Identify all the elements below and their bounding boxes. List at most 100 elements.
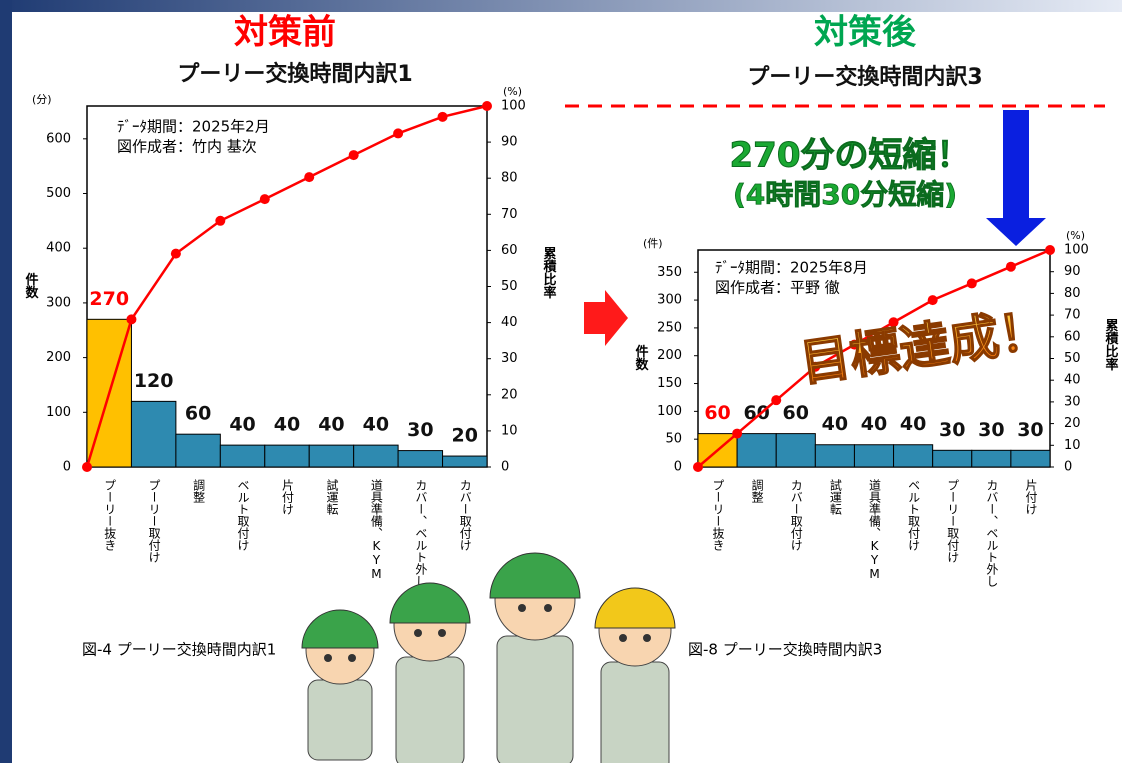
category-label: カバー取付け <box>458 479 472 551</box>
cumulative-point <box>888 317 899 328</box>
category-label: 調整 <box>192 479 206 503</box>
cumulative-point <box>732 428 743 439</box>
cumulative-point <box>215 215 226 226</box>
cumulative-point <box>259 194 270 205</box>
cumulative-point <box>810 361 821 372</box>
y2-tick-label: 70 <box>1064 308 1081 323</box>
y-tick-label: 200 <box>46 350 71 365</box>
cumulative-point <box>966 278 977 289</box>
bar <box>264 444 310 468</box>
note: 図作成者：竹内 基次 <box>117 138 257 156</box>
bar-value-label: 30 <box>978 419 1004 441</box>
bar <box>130 400 177 468</box>
category-label: 片付け <box>1024 479 1038 515</box>
caption: 図-8 プーリー交換時間内訳3 <box>688 641 882 659</box>
bar-value-label: 30 <box>939 419 965 441</box>
y-axis-label: 件数 <box>633 344 649 372</box>
y-tick-label: 0 <box>674 460 682 475</box>
bar <box>932 449 973 468</box>
bar-value-label: 30 <box>407 419 433 441</box>
y2-unit: (%) <box>1066 229 1085 242</box>
y2-tick-label: 100 <box>1064 243 1089 258</box>
cumulative-line <box>697 248 1051 468</box>
cumulative-point <box>393 128 404 139</box>
y-tick-label: 200 <box>657 348 682 363</box>
chart-title: プーリー交換時間内訳1 <box>177 61 412 87</box>
y2-tick-label: 20 <box>501 387 518 402</box>
cumulative-point <box>771 395 782 406</box>
bar <box>1010 449 1051 468</box>
y-tick-label: 300 <box>46 295 71 310</box>
bar-value-label: 60 <box>783 402 809 424</box>
bar-value-label: 40 <box>318 414 344 436</box>
workers-illustration <box>301 552 676 763</box>
y-tick-label: 500 <box>46 186 71 201</box>
bar-value-label: 40 <box>363 414 389 436</box>
bar-value-label: 60 <box>743 402 769 424</box>
y2-tick-label: 10 <box>501 423 518 438</box>
bar <box>353 444 399 468</box>
category-label: 調整 <box>750 479 764 503</box>
note: ﾃﾞｰﾀ期間：2025年8月 <box>715 259 868 277</box>
bar-value-label: 40 <box>861 413 887 435</box>
bar <box>175 433 221 468</box>
y2-tick-label: 40 <box>501 315 518 330</box>
y-tick-label: 250 <box>657 320 682 335</box>
y-axis-label: 件数 <box>23 272 39 300</box>
note: 図作成者：平野 徹 <box>715 279 840 297</box>
y2-tick-label: 50 <box>501 279 518 294</box>
y-tick-label: 50 <box>665 432 682 447</box>
bar <box>308 444 355 468</box>
bar-value-label: 30 <box>1017 419 1043 441</box>
y2-tick-label: 60 <box>1064 329 1081 344</box>
cumulative-point <box>927 295 938 306</box>
note: ﾃﾞｰﾀ期間：2025年2月 <box>117 118 270 136</box>
y-tick-label: 300 <box>657 293 682 308</box>
category-label: プーリー抜き <box>711 479 725 551</box>
bar <box>893 444 934 468</box>
category-label: カバー、ベルト外し <box>414 479 428 587</box>
y2-tick-label: 90 <box>1064 264 1081 279</box>
bar <box>814 444 855 468</box>
y2-tick-label: 40 <box>1064 373 1081 388</box>
y2-tick-label: 80 <box>1064 286 1081 301</box>
y2-tick-label: 10 <box>1064 438 1081 453</box>
y2-unit: (%) <box>503 85 522 98</box>
y-tick-label: 600 <box>46 131 71 146</box>
y2-tick-label: 80 <box>501 171 518 186</box>
bar-value-label: 270 <box>89 288 129 310</box>
bar <box>219 444 266 468</box>
y-unit: (分) <box>32 93 52 106</box>
worker <box>594 587 676 763</box>
bar <box>442 455 488 468</box>
y-unit: (件) <box>643 237 663 250</box>
bar-value-label: 40 <box>274 414 300 436</box>
cumulative-point <box>1005 261 1016 272</box>
y2-tick-label: 30 <box>1064 394 1081 409</box>
bar <box>853 444 895 468</box>
worker <box>389 582 471 763</box>
category-label: ベルト取付け <box>907 479 921 551</box>
bar <box>397 450 444 468</box>
y2-tick-label: 0 <box>501 460 509 475</box>
worker <box>301 609 379 761</box>
y-tick-label: 400 <box>46 241 71 256</box>
bar <box>971 449 1012 468</box>
y2-tick-label: 60 <box>501 243 518 258</box>
category-label: 試運転 <box>325 478 339 515</box>
cumulative-point <box>304 172 315 183</box>
bar-value-label: 40 <box>900 413 926 435</box>
worker <box>489 552 581 763</box>
callout-sub: (4時間30分短縮) <box>733 178 957 211</box>
category-label: 片付け <box>281 479 295 515</box>
category-label: カバー、ベルト外し <box>985 479 999 587</box>
y2-tick-label: 90 <box>501 135 518 150</box>
y2-tick-label: 0 <box>1064 460 1072 475</box>
category-label: カバー取付け <box>789 479 803 551</box>
y2-tick-label: 70 <box>501 207 518 222</box>
cumulative-point <box>348 150 359 161</box>
bar <box>775 433 816 468</box>
cumulative-line <box>85 104 488 468</box>
y-tick-label: 150 <box>657 376 682 391</box>
